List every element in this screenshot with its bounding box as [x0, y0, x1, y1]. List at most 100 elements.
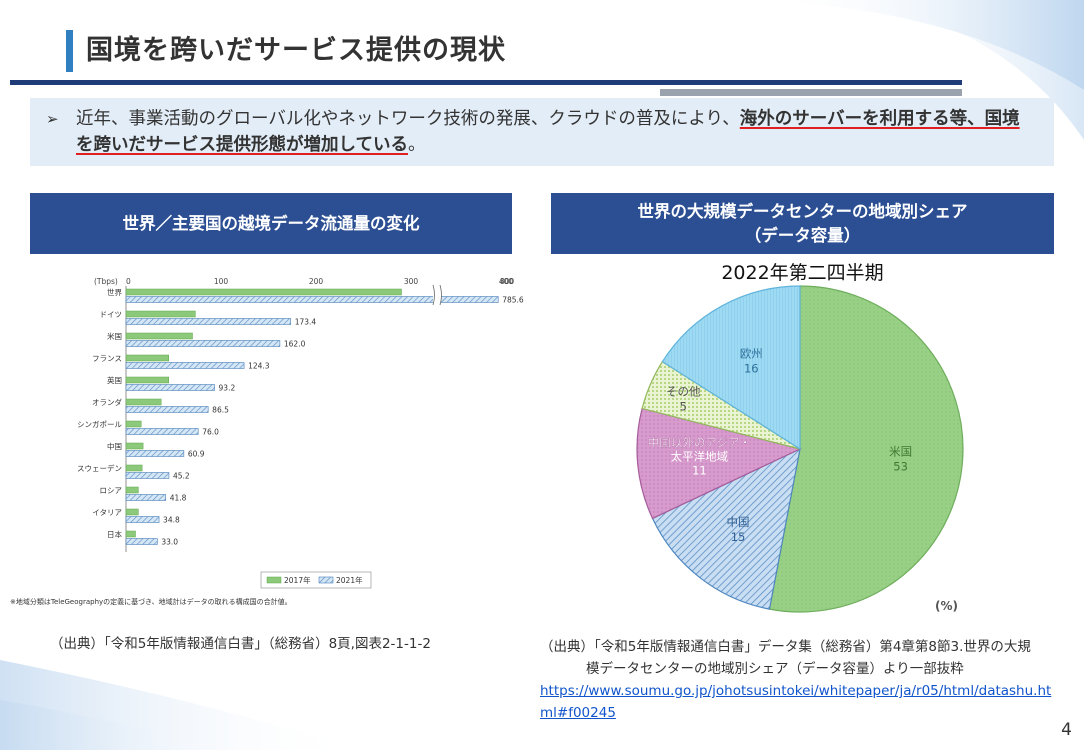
bar-x-tick-label: 800 — [500, 277, 515, 286]
right-panel-heading-line2: （データ容量） — [744, 225, 861, 245]
bar-2021 — [125, 472, 170, 479]
right-source-citation: （出典）「令和5年版情報通信白書」データ集（総務省）第4章第8節3.世界の大規 … — [540, 636, 1060, 724]
legend-swatch-2017 — [266, 576, 282, 584]
bar-2017 — [125, 376, 169, 384]
pie-value-label: 53 — [893, 460, 908, 474]
pie-slice-us — [768, 285, 964, 613]
bar-2017 — [125, 288, 402, 296]
pie-value-label: 15 — [731, 530, 746, 544]
pie-label: その他 — [666, 385, 701, 399]
legend-swatch-2021 — [318, 576, 334, 584]
lead-text-end: 。 — [407, 135, 426, 155]
bar-category-label: 米国 — [107, 331, 122, 341]
bar-value-label: 162.0 — [284, 340, 306, 349]
bar-category-label: ロシア — [100, 486, 123, 495]
right-source-line2: 模データセンターの地域別シェア（データ容量）より一部抜粋 — [586, 661, 964, 677]
bar-2017 — [125, 530, 136, 538]
bar-2017 — [125, 354, 169, 362]
axis-break-gap — [433, 286, 441, 306]
title-underline — [10, 80, 962, 85]
pie-label: 米国 — [889, 445, 912, 459]
bar-2021 — [125, 318, 292, 325]
bar-category-label: 中国 — [107, 441, 122, 451]
bar-value-label: 124.3 — [248, 362, 270, 371]
right-source-line1: （出典）「令和5年版情報通信白書」データ集（総務省）第4章第8節3.世界の大規 — [540, 639, 1031, 655]
bar-2017 — [125, 442, 144, 450]
bar-value-label: 41.8 — [170, 494, 187, 503]
pie-slice-europe — [661, 285, 801, 451]
lead-highlight: 海外のサーバーを利用する等、国境を跨いだサービス提供形態が増加している — [76, 109, 1020, 155]
pie-label: 中国 — [727, 515, 750, 529]
bar-category-label: 英国 — [107, 375, 122, 385]
title-accent-bar — [66, 30, 73, 72]
bar-2017 — [125, 398, 162, 406]
bar-value-label: 86.5 — [212, 406, 229, 415]
pie-value-label: 5 — [680, 400, 687, 414]
bar-2021 — [125, 340, 281, 347]
arrow-bullet-icon: ➢ — [46, 110, 59, 128]
pie-label: 中国以外のアジア・ — [648, 436, 751, 450]
bar-value-label: 34.8 — [163, 516, 180, 525]
bar-2021 — [125, 538, 158, 545]
top-right-swoosh-2 — [860, 0, 1084, 140]
bar-2017 — [125, 310, 196, 318]
pie-slice-china — [651, 447, 801, 610]
left-source-citation: （出典）「令和5年版情報通信白書」（総務省）8頁,図表2-1-1-2 — [50, 636, 431, 652]
bar-category-label: イタリア — [92, 508, 122, 517]
axis-break-mark — [432, 284, 435, 306]
bar-category-label: スウェーデン — [77, 463, 122, 473]
bar-2021 — [125, 406, 209, 413]
bar-2017 — [125, 332, 193, 340]
bar-category-label: ドイツ — [100, 310, 123, 319]
source-url-link[interactable]: https://www.soumu.go.jp/johotsusintokei/… — [540, 683, 1052, 721]
bar-2021 — [125, 428, 199, 435]
bar-category-label: オランダ — [92, 397, 122, 407]
bar-category-label: 日本 — [107, 529, 122, 539]
bar-2021 — [125, 362, 245, 369]
bar-2021 — [125, 296, 499, 303]
right-panel-heading: 世界の大規模データセンターの地域別シェア （データ容量） — [551, 193, 1054, 254]
bar-value-label: 33.0 — [161, 538, 178, 547]
bar-2017 — [125, 464, 143, 472]
bar-value-label: 76.0 — [202, 428, 219, 437]
bar-category-label: シンガポール — [77, 419, 122, 429]
bar-x-tick-label: 0 — [126, 277, 131, 286]
bar-value-label: 173.4 — [295, 318, 317, 327]
bar-2017 — [125, 420, 142, 428]
bar-x-tick-label: 100 — [214, 277, 229, 286]
bar-chart-footnote: ※地域分類はTeleGeographyの定義に基づき、地域計はデータの取れる構成… — [10, 597, 292, 606]
pie-chart-subtitle: 2022年第二四半期 — [721, 262, 884, 284]
bar-value-label: 45.2 — [173, 472, 190, 481]
bar-2021 — [125, 450, 185, 457]
bar-x-tick-label: 300 — [404, 277, 419, 286]
bar-category-label: 世界 — [107, 287, 122, 297]
bar-x-tick-label: 400 — [499, 277, 514, 286]
lead-text: 近年、事業活動のグローバル化やネットワーク技術の発展、クラウドの普及により、 — [76, 109, 740, 129]
pie-unit-label: (%) — [935, 599, 958, 613]
legend-label-2017: 2017年 — [284, 575, 311, 585]
bar-legend-box — [260, 571, 372, 589]
legend-label-2021: 2021年 — [336, 575, 363, 585]
bar-category-label: フランス — [92, 354, 122, 363]
page-title: 国境を跨いだサービス提供の現状 — [86, 35, 506, 66]
left-panel-heading: 世界／主要国の越境データ流通量の変化 — [30, 193, 512, 254]
bar-2021 — [125, 516, 160, 523]
bar-2021 — [125, 494, 167, 501]
bar-2017 — [125, 508, 139, 516]
pie-label: 欧州 — [740, 346, 763, 360]
lead-statement: ➢ 近年、事業活動のグローバル化やネットワーク技術の発展、クラウドの普及により、… — [30, 98, 1054, 166]
left-panel-heading-text: 世界／主要国の越境データ流通量の変化 — [122, 213, 420, 233]
bar-2021 — [125, 384, 215, 391]
bar-value-label: 785.6 — [502, 296, 524, 305]
bottom-left-swoosh-2 — [0, 700, 220, 750]
pie-value-label: 16 — [744, 361, 759, 375]
pie-label: 太平洋地域 — [671, 450, 729, 464]
bar-value-label: 60.9 — [188, 450, 205, 459]
title-underline-accent — [660, 89, 962, 96]
pie-value-label: 11 — [692, 464, 707, 478]
pie-slice-asia-pacific — [636, 407, 802, 520]
bar-unit-label: (Tbps) — [94, 277, 118, 286]
page-number: 4 — [1061, 720, 1072, 740]
